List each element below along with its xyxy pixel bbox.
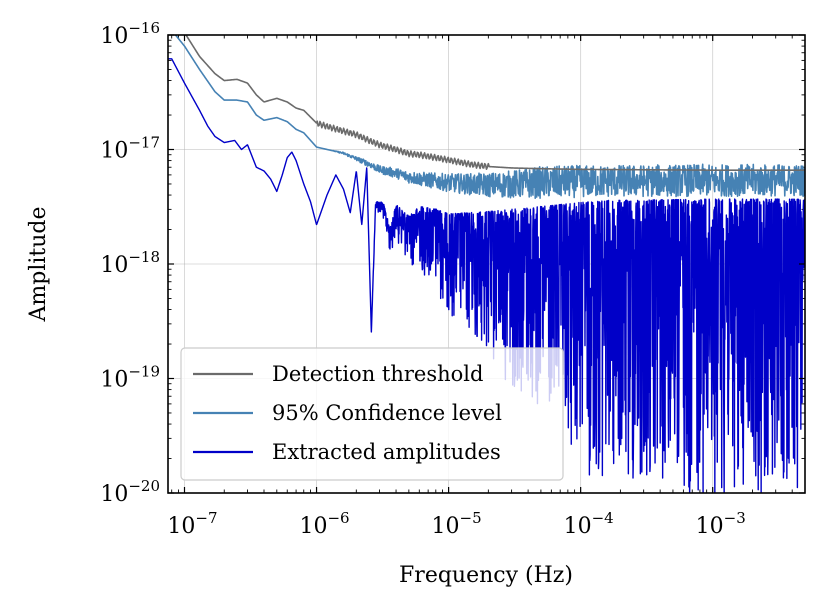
x-tick-label: 10−7: [167, 509, 217, 539]
y-tick-label: 10−20: [100, 477, 160, 507]
x-axis-label: Frequency (Hz): [399, 563, 573, 588]
series-line-2: [174, 35, 805, 200]
series-line-3: [168, 58, 805, 493]
y-tick-label: 10−16: [100, 19, 160, 49]
y-tick-labels: 10−16 10−17 10−18 10−19 10−20: [100, 19, 160, 507]
legend: Detection threshold 95% Confidence level E…: [180, 347, 564, 481]
legend-label-1: Detection threshold: [272, 362, 483, 386]
legend-label-3: Extracted amplitudes: [272, 440, 501, 464]
x-tick-label: 10−3: [696, 509, 746, 539]
series-line-1: [185, 35, 805, 171]
major-ticks: [168, 34, 805, 494]
y-tick-label: 10−17: [100, 134, 160, 164]
y-tick-label: 10−18: [100, 248, 160, 278]
x-tick-label: 10−6: [299, 509, 349, 539]
x-tick-label: 10−5: [432, 509, 482, 539]
x-tick-label: 10−4: [564, 509, 614, 539]
x-tick-labels: 10−7 10−6 10−5 10−4 10−3: [167, 509, 745, 539]
legend-box: [180, 347, 564, 481]
legend-label-2: 95% Confidence level: [272, 401, 502, 425]
y-axis-label: Amplitude: [26, 206, 51, 322]
series-layer: [168, 35, 805, 493]
y-tick-label: 10−19: [100, 363, 160, 393]
